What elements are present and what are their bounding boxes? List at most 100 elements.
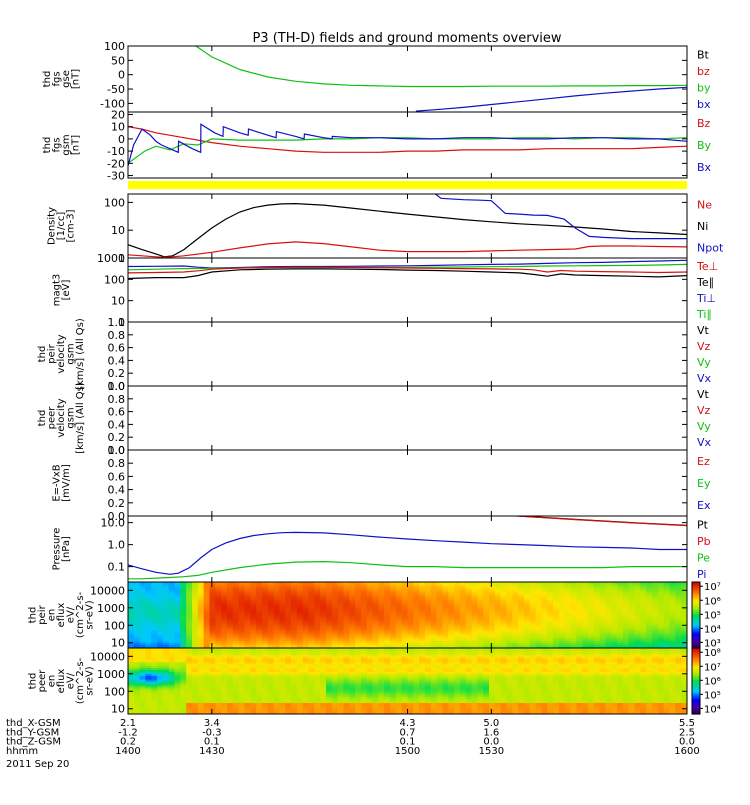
series-group-temperature: [128, 260, 687, 278]
y-tick-label: 0: [118, 133, 125, 146]
y-tick-label: 1.0: [108, 316, 126, 329]
y-tick-label: 20: [111, 108, 125, 121]
legend-entry-Ti⊥: Ti⊥: [696, 292, 716, 305]
y-tick-label: 1000: [97, 602, 125, 615]
colorbar-tick-label: 10⁷: [704, 582, 721, 593]
legend-entry-Vx: Vx: [697, 372, 712, 385]
series-group-density: [128, 194, 687, 257]
legend-entry-by: by: [697, 81, 711, 94]
y-tick-label: 0.8: [108, 329, 126, 342]
orbit-strip: [128, 181, 687, 189]
y-tick-label: 1.0: [108, 380, 126, 393]
y-axis-label: [mV/m]: [61, 464, 72, 502]
y-tick-label: -50: [107, 83, 125, 96]
y-tick-label: 0.4: [108, 354, 126, 367]
y-tick-label: 10000: [90, 584, 125, 597]
y-tick-label: 10: [111, 637, 125, 650]
legend-entry-Bx: Bx: [697, 161, 712, 174]
y-axis-label: sr-eV): [85, 600, 96, 629]
legend-entry-Te∥: Te∥: [696, 276, 714, 289]
legend-entry-Ey: Ey: [697, 477, 711, 490]
legend-entry-Pb: Pb: [697, 535, 711, 548]
legend-entry-Pi: Pi: [697, 568, 706, 581]
y-axis-label: [km/s] (All Qs): [75, 382, 86, 454]
series-group-fgs-gse: [128, 0, 687, 111]
y-axis-label: [cm-3]: [66, 209, 77, 242]
y-axis-label: [nPa]: [61, 536, 72, 562]
y-tick-label: 100: [104, 619, 125, 632]
y-tick-label: 10: [111, 295, 125, 308]
y-tick-label: 10: [111, 224, 125, 237]
legend-entry-Ne: Ne: [697, 199, 712, 212]
legend-entry-Pt: Pt: [697, 518, 709, 531]
panel-frame: [128, 322, 687, 386]
y-tick-label: 1.0: [108, 539, 126, 552]
series-line-pressure-green: [128, 562, 687, 579]
y-tick-label: 0.2: [108, 497, 126, 510]
y-axis-label: [eV]: [61, 280, 72, 301]
legend-entry-bz: bz: [697, 65, 710, 78]
panel-peer-eflux: 10⁸10⁷10⁶10⁵10⁴10000100010010thdpeerenef…: [28, 648, 721, 716]
y-tick-label: 1000: [97, 252, 125, 265]
panel-peir-eflux: 10⁷10⁶10⁵10⁴10³10000100010010thdpeirenef…: [28, 582, 721, 650]
legend-entry-Ni: Ni: [697, 220, 708, 233]
panel-frame: [128, 112, 687, 178]
legend-entry-Vz: Vz: [697, 340, 711, 353]
y-tick-label: 10.0: [101, 517, 126, 530]
legend-entry-Vy: Vy: [697, 356, 711, 369]
panel-frame: [128, 46, 687, 112]
legend-entry-Ex: Ex: [697, 499, 711, 512]
legend-entry-Ez: Ez: [697, 455, 710, 468]
colorbar-tick-label: 10⁴: [704, 624, 721, 635]
y-tick-label: 0.8: [108, 393, 126, 406]
y-tick-label: 0.1: [108, 561, 126, 574]
y-tick-label: 0.6: [108, 470, 126, 483]
figure-title: P3 (TH-D) fields and ground moments over…: [252, 31, 561, 46]
y-tick-label: 100: [104, 40, 125, 53]
legend-entry-Te⊥: Te⊥: [696, 260, 718, 273]
colorbar-tick-label: 10⁵: [704, 610, 721, 621]
panel-frame: [128, 450, 687, 516]
y-axis-label: [nT]: [70, 69, 81, 89]
panel-peer-velocity: 1.00.80.60.40.20.0thdpeervelocitygsm[km/…: [37, 380, 712, 457]
legend-entry-Ti∥: Ti∥: [696, 308, 712, 321]
colorbar-tick-label: 10⁶: [704, 596, 721, 607]
y-tick-label: 0: [118, 69, 125, 82]
series-line-fgs-gsm-blue: [128, 124, 687, 166]
series-line-fgs-gse-blue: [416, 87, 687, 111]
y-tick-label: 1.0: [108, 444, 126, 457]
y-tick-label: 0.4: [108, 484, 126, 497]
y-tick-label: -30: [107, 170, 125, 183]
series-line-pressure-red: [408, 510, 688, 526]
y-tick-label: 0.2: [108, 431, 126, 444]
legend-entry-Vt: Vt: [697, 324, 710, 337]
y-tick-label: -10: [107, 145, 125, 158]
legend-entry-Npot: Npot: [697, 241, 724, 254]
series-group-fgs-gsm: [128, 124, 687, 166]
y-tick-label: 0.6: [108, 406, 126, 419]
legend-entry-By: By: [697, 139, 712, 152]
y-tick-label: 0.8: [108, 457, 126, 470]
legend-entry-Vz: Vz: [697, 404, 711, 417]
panel-peir-velocity: 1.00.80.60.40.20.0thdpeirvelocitygsm[km/…: [37, 316, 712, 393]
legend-entry-Pe: Pe: [697, 551, 710, 564]
y-tick-label: 0.4: [108, 418, 126, 431]
date-label: 2011 Sep 20: [6, 759, 69, 770]
y-axis-label: [km/s] (All Qs): [75, 318, 86, 390]
legend-entry-Vy: Vy: [697, 420, 711, 433]
panel-frame: [128, 194, 687, 258]
legend-entry-Vx: Vx: [697, 436, 712, 449]
legend-entry-Vt: Vt: [697, 388, 710, 401]
legend-entry-Bt: Bt: [697, 48, 710, 61]
legend-entry-bx: bx: [697, 98, 711, 111]
series-line-temperature-black: [128, 269, 687, 279]
